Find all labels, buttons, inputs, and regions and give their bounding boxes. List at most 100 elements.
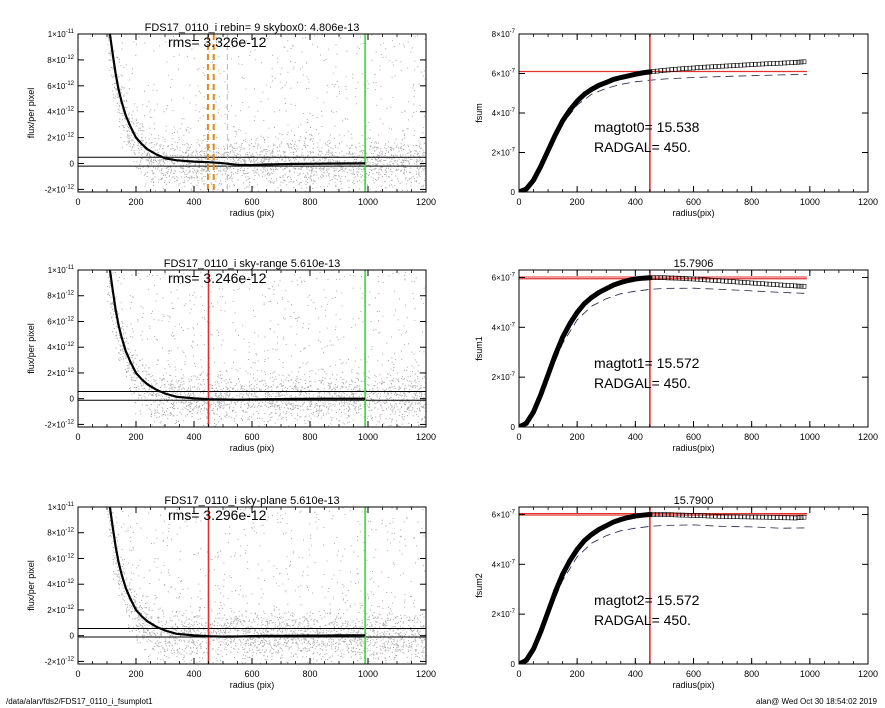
scatter-point [124,332,126,334]
scatter-point [293,151,295,153]
scatter-point [335,400,337,402]
scatter-point [390,106,392,108]
scatter-point [369,172,370,173]
scatter-point [310,138,312,139]
scatter-point [420,298,422,300]
scatter-point [297,415,299,417]
scatter-point [349,151,351,153]
scatter-point [355,158,357,160]
scatter-point [324,378,326,379]
scatter-point [371,153,372,155]
scatter-point [232,147,234,149]
scatter-point [204,176,206,178]
scatter-point [421,394,423,396]
scatter-point [240,149,242,150]
scatter-point [408,162,410,164]
scatter-point [206,416,208,418]
scatter-point [223,70,225,72]
scatter-point [416,414,418,416]
scatter-point [412,155,414,157]
scatter-point [339,169,341,171]
scatter-point [260,160,262,162]
scatter-point [277,386,279,388]
scatter-point [325,58,327,60]
scatter-point [334,388,336,390]
scatter-point [168,387,170,389]
scatter-point [307,173,309,175]
scatter-point [212,385,214,386]
scatter-point [112,97,114,99]
scatter-point [411,365,413,367]
scatter-point [352,393,354,395]
scatter-point [115,88,116,90]
scatter-point [174,162,176,164]
scatter-point [201,180,203,182]
scatter-point [293,158,294,160]
scatter-point [268,301,270,302]
scatter-point [253,413,254,415]
scatter-point [204,153,205,155]
scatter-point [119,118,121,120]
scatter-point [335,326,337,328]
scatter-point [146,404,148,406]
scatter-point [112,302,114,304]
scatter-point [299,416,301,418]
scatter-point [365,172,367,174]
scatter-point [160,387,161,388]
scatter-point [260,405,262,407]
scatter-point [213,171,215,172]
scatter-point [262,162,264,163]
scatter-point [385,56,387,58]
scatter-point [235,149,237,151]
scatter-point [282,86,284,88]
scatter-point [321,379,323,381]
scatter-point [322,175,324,176]
scatter-point [153,146,155,148]
scatter-point [163,379,165,381]
scatter-point [246,393,247,395]
scatter-point [295,383,297,385]
scatter-point [377,163,379,165]
scatter-point [384,160,386,161]
scatter-point [271,80,273,82]
scatter-point [327,166,329,168]
scatter-point [407,145,409,147]
scatter-point [366,361,368,363]
scatter-point [329,377,331,379]
scatter-point [391,419,393,421]
scatter-point [195,151,197,153]
scatter-point [394,142,396,144]
scatter-point [119,112,121,114]
scatter-point [154,381,156,383]
scatter-point [365,177,367,178]
scatter-point [161,380,163,382]
scatter-point [253,145,255,147]
scatter-point [277,419,279,421]
scatter-point [353,164,355,166]
scatter-point [372,173,374,175]
scatter-point [187,404,189,406]
scatter-point [130,140,132,142]
scatter-point [405,177,407,179]
scatter-point [402,383,404,385]
scatter-point [159,404,160,406]
scatter-point [330,423,332,425]
scatter-point [209,384,211,386]
scatter-point [424,382,426,384]
scatter-point [214,159,215,161]
scatter-point [174,366,176,368]
scatter-point [181,401,183,403]
scatter-point [192,150,194,152]
scatter-point [422,185,424,187]
scatter-point [122,112,124,114]
scatter-point [375,376,377,378]
scatter-point [257,158,258,160]
scatter-point [324,403,326,405]
scatter-point [237,389,239,391]
scatter-point [284,167,286,169]
scatter-point [181,398,183,399]
scatter-point [367,161,369,162]
scatter-point [202,140,204,142]
scatter-point [298,140,300,142]
scatter-point [298,316,300,318]
